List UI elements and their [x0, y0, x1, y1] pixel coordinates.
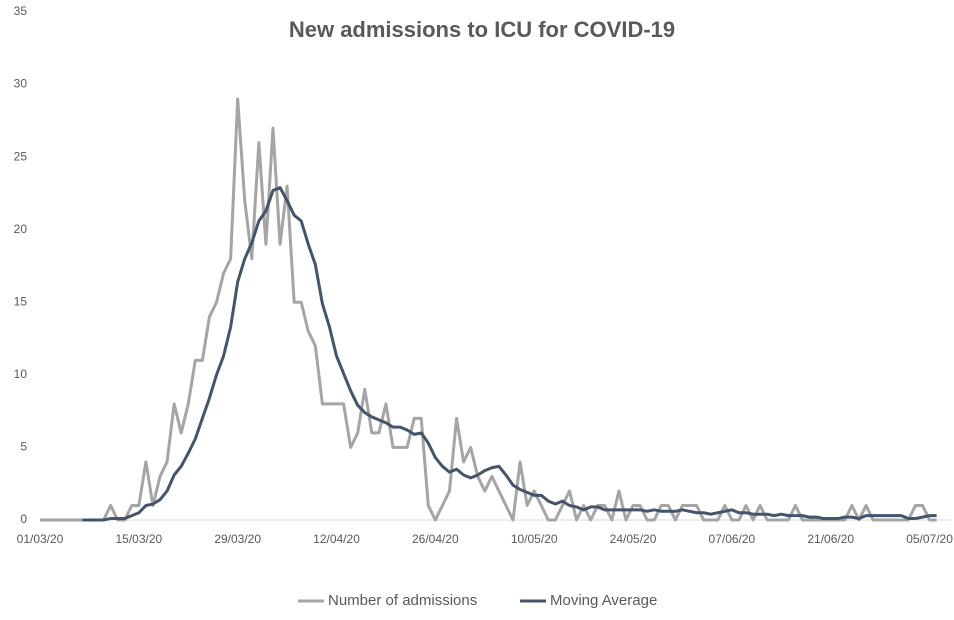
- y-tick-label: 30: [14, 77, 28, 91]
- legend-label: Number of admissions: [328, 592, 477, 609]
- x-tick-label: 21/06/20: [807, 532, 854, 546]
- x-tick-label: 26/04/20: [412, 532, 459, 546]
- y-tick-label: 20: [14, 222, 28, 236]
- x-tick-label: 24/05/20: [610, 532, 657, 546]
- x-tick-label: 10/05/20: [511, 532, 558, 546]
- series-line: [40, 97, 937, 522]
- x-tick-label: 05/07/20: [906, 532, 953, 546]
- series-line: [82, 186, 937, 522]
- x-tick-label: 12/04/20: [313, 532, 360, 546]
- legend-label: Moving Average: [550, 592, 657, 609]
- y-tick-label: 0: [20, 512, 27, 526]
- y-tick-label: 5: [20, 440, 27, 454]
- chart-title: New admissions to ICU for COVID-19: [289, 17, 675, 42]
- x-tick-label: 29/03/20: [214, 532, 261, 546]
- y-tick-label: 25: [14, 149, 28, 163]
- y-tick-label: 10: [14, 367, 28, 381]
- x-tick-label: 15/03/20: [115, 532, 162, 546]
- x-tick-label: 07/06/20: [709, 532, 756, 546]
- y-tick-label: 15: [14, 294, 28, 308]
- x-tick-label: 01/03/20: [17, 532, 64, 546]
- y-tick-label: 35: [14, 4, 28, 18]
